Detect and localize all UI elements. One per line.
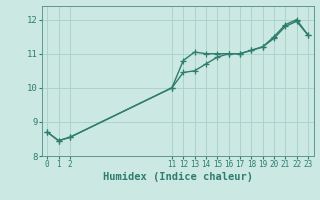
- X-axis label: Humidex (Indice chaleur): Humidex (Indice chaleur): [103, 172, 252, 182]
